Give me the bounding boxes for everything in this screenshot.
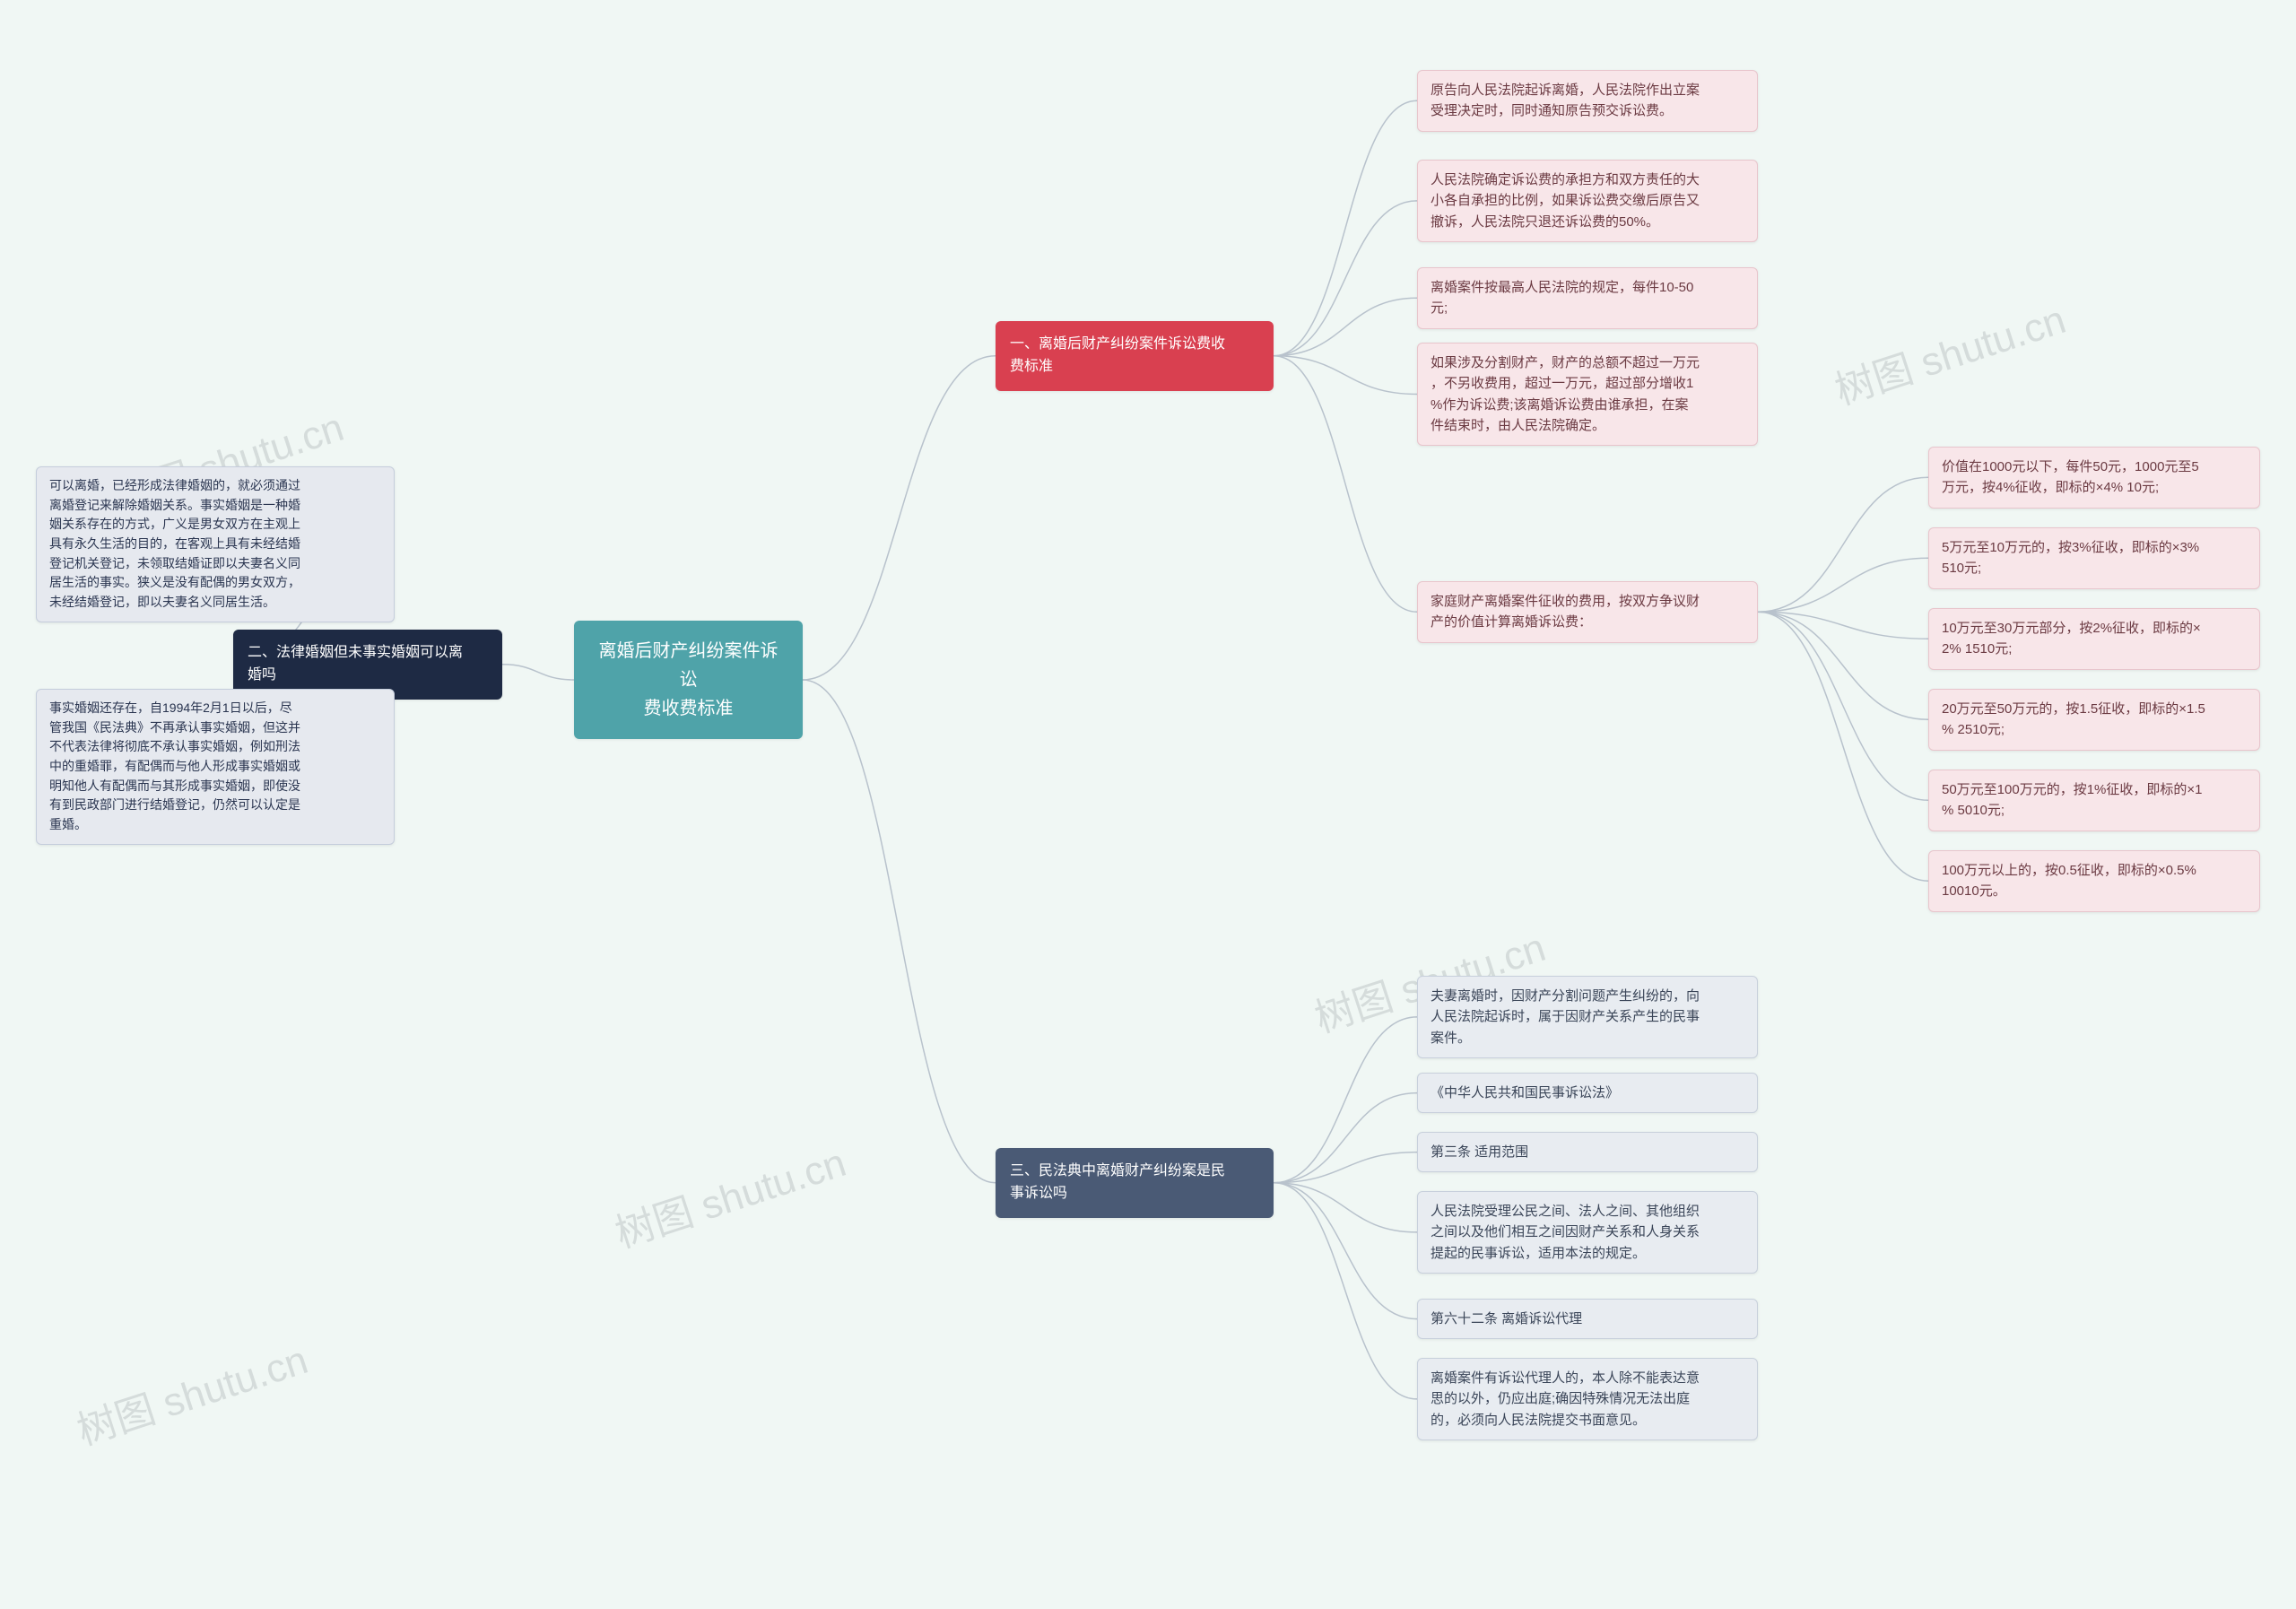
- leaf-three-3: 第三条 适用范围: [1417, 1132, 1758, 1172]
- leaf-two-1: 可以离婚，已经形成法律婚姻的，就必须通过离婚登记来解除婚姻关系。事实婚姻是一种婚…: [36, 466, 395, 622]
- leaf-one-5: 家庭财产离婚案件征收的费用，按双方争议财产的价值计算离婚诉讼费：: [1417, 581, 1758, 643]
- watermark: 树图 shutu.cn: [69, 1327, 314, 1456]
- leaf-one-3: 离婚案件按最高人民法院的规定，每件10-50元;: [1417, 267, 1758, 329]
- branch-two-label: 二、法律婚姻但未事实婚姻可以离婚吗: [248, 645, 463, 683]
- subleaf-one-2: 5万元至10万元的，按3%征收，即标的×3%510元;: [1928, 527, 2260, 589]
- leaf-three-2: 《中华人民共和国民事诉讼法》: [1417, 1073, 1758, 1113]
- subleaf-one-1: 价值在1000元以下，每件50元，1000元至5万元，按4%征收，即标的×4% …: [1928, 447, 2260, 509]
- leaf-one-2: 人民法院确定诉讼费的承担方和双方责任的大小各自承担的比例，如果诉讼费交缴后原告又…: [1417, 160, 1758, 242]
- watermark: 树图 shutu.cn: [1827, 287, 2072, 415]
- branch-one: 一、离婚后财产纠纷案件诉讼费收费标准: [996, 321, 1274, 391]
- leaf-one-1: 原告向人民法院起诉离婚，人民法院作出立案受理决定时，同时通知原告预交诉讼费。: [1417, 70, 1758, 132]
- subleaf-one-6: 100万元以上的，按0.5征收，即标的×0.5%10010元。: [1928, 850, 2260, 912]
- subleaf-one-4: 20万元至50万元的，按1.5征收，即标的×1.5% 2510元;: [1928, 689, 2260, 751]
- subleaf-one-3: 10万元至30万元部分，按2%征收，即标的×2% 1510元;: [1928, 608, 2260, 670]
- leaf-three-4: 人民法院受理公民之间、法人之间、其他组织之间以及他们相互之间因财产关系和人身关系…: [1417, 1191, 1758, 1274]
- leaf-two-2: 事实婚姻还存在，自1994年2月1日以后，尽管我国《民法典》不再承认事实婚姻，但…: [36, 689, 395, 845]
- leaf-three-6: 离婚案件有诉讼代理人的，本人除不能表达意思的以外，仍应出庭;确因特殊情况无法出庭…: [1417, 1358, 1758, 1440]
- watermark: 树图 shutu.cn: [607, 1130, 852, 1258]
- root-node: 离婚后财产纠纷案件诉讼费收费标准: [574, 621, 803, 739]
- root-label: 离婚后财产纠纷案件诉讼费收费标准: [599, 641, 778, 718]
- branch-three: 三、民法典中离婚财产纠纷案是民事诉讼吗: [996, 1148, 1274, 1218]
- leaf-three-5: 第六十二条 离婚诉讼代理: [1417, 1299, 1758, 1339]
- subleaf-one-5: 50万元至100万元的，按1%征收，即标的×1% 5010元;: [1928, 770, 2260, 831]
- branch-three-label: 三、民法典中离婚财产纠纷案是民事诉讼吗: [1010, 1163, 1225, 1201]
- leaf-one-4: 如果涉及分割财产，财产的总额不超过一万元，不另收费用，超过一万元，超过部分增收1…: [1417, 343, 1758, 446]
- leaf-three-1: 夫妻离婚时，因财产分割问题产生纠纷的，向人民法院起诉时，属于因财产关系产生的民事…: [1417, 976, 1758, 1058]
- branch-one-label: 一、离婚后财产纠纷案件诉讼费收费标准: [1010, 336, 1225, 374]
